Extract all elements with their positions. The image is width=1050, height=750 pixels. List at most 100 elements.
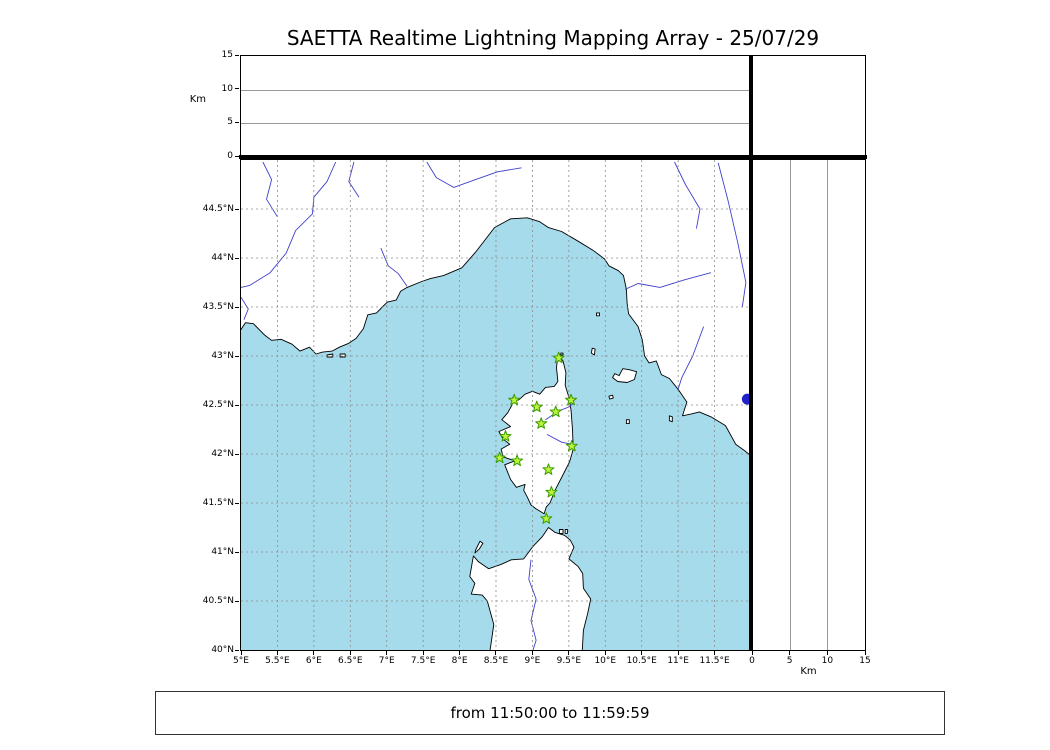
island-giraglia [560, 352, 564, 356]
station-marker [542, 463, 555, 475]
lon-tick-label: 5.5°E [265, 656, 290, 666]
station-marker [535, 417, 548, 429]
lon-tick-mark [677, 651, 679, 655]
lat-tick-label: 40.5°N [202, 596, 234, 606]
station-marker [552, 351, 565, 364]
island-elba [612, 368, 638, 383]
station-marker [530, 400, 543, 413]
island-caprera [564, 529, 568, 534]
map-panel [240, 159, 752, 651]
altitude-latitude-panel [751, 159, 866, 651]
station-marker [565, 439, 578, 452]
lon-tick-label: 10°E [594, 656, 617, 666]
lat-tick-label: 41.5°N [202, 498, 234, 508]
lat-tick-mark [235, 453, 239, 455]
island-capraia [590, 347, 596, 356]
lat-tick-mark [235, 551, 239, 553]
figure-title: SAETTA Realtime Lightning Mapping Array … [286, 26, 820, 50]
lat-tick-label: 44.5°N [202, 204, 234, 214]
map [241, 160, 751, 650]
altitude-tick-mark [789, 651, 791, 655]
altitude-tick-label: 0 [227, 151, 233, 161]
corner-panel [751, 55, 866, 158]
altitude-tick-label: 5 [786, 656, 793, 666]
station-marker [540, 512, 553, 524]
river [545, 403, 573, 421]
altitude-tick-label: 5 [227, 117, 233, 128]
station-marker [499, 430, 512, 442]
lon-tick-label: 9°E [524, 656, 541, 666]
lon-tick-mark [240, 651, 242, 655]
altitude-gridline [241, 89, 751, 91]
lat-tick-label: 44°N [211, 253, 234, 263]
time-range-box: from 11:50:00 to 11:59:59 [155, 691, 945, 735]
lat-tick-label: 42.5°N [202, 400, 234, 410]
coastline-mainland [241, 160, 751, 457]
station-marker [545, 485, 558, 498]
lat-tick-mark [235, 257, 239, 259]
time-range-label: from 11:50:00 to 11:59:59 [450, 704, 650, 722]
station-marker [493, 451, 506, 464]
river [380, 248, 408, 287]
lon-tick-label: 11°E [667, 656, 689, 666]
lon-tick-mark [313, 651, 315, 655]
lat-tick-mark [235, 355, 239, 357]
river [262, 161, 278, 218]
island-port-cros [339, 353, 346, 358]
lat-tick-label: 41°N [211, 547, 234, 557]
lat-tick-label: 43°N [211, 351, 234, 361]
lat-tick-label: 42°N [211, 449, 234, 459]
altitude-tick-label: 15 [859, 656, 871, 666]
island-asinara [474, 540, 484, 554]
lon-tick-mark [604, 651, 606, 655]
altitude-tick-mark [751, 651, 753, 655]
right-panel-axis-label: Km [800, 666, 817, 677]
lat-tick-mark [235, 649, 239, 651]
altitude-tick-mark [826, 651, 828, 655]
river [241, 161, 337, 288]
river [546, 434, 572, 445]
river [624, 272, 712, 290]
top-panel-axis-label: Km [189, 94, 206, 105]
altitude-gridline [789, 160, 791, 650]
island-montecristo [625, 419, 630, 425]
lon-tick-mark [349, 651, 351, 655]
lon-tick-mark [568, 651, 570, 655]
shared-axis-horizontal [239, 155, 867, 159]
lat-tick-mark [235, 208, 239, 210]
station-marker [565, 393, 578, 406]
island-maddalena [558, 529, 564, 534]
altitude-tick-label: 10 [821, 656, 834, 666]
altitude-tick-mark [235, 88, 239, 90]
altitude-tick-label: 0 [749, 656, 755, 666]
lon-tick-mark [386, 651, 388, 655]
river [677, 326, 705, 390]
lon-tick-label: 6.5°E [338, 656, 363, 666]
lon-tick-label: 10.5°E [626, 656, 657, 666]
lon-tick-mark [422, 651, 424, 655]
river [348, 161, 360, 198]
station-marker [508, 393, 521, 406]
river [241, 296, 249, 320]
lon-tick-mark [641, 651, 643, 655]
island-giglio [668, 415, 673, 423]
lat-tick-mark [235, 600, 239, 602]
lon-tick-label: 8.5°E [483, 656, 509, 666]
altitude-tick-label: 10 [221, 83, 233, 94]
altitude-tick-mark [864, 651, 866, 655]
altitude-tick-mark [235, 54, 239, 56]
river [426, 161, 522, 188]
shared-axis-vertical [749, 55, 753, 651]
lon-tick-label: 5°E [233, 656, 249, 666]
lat-tick-mark [235, 404, 239, 406]
lon-tick-label: 9.5°E [556, 656, 582, 666]
island-porquerolles [326, 353, 334, 358]
altitude-tick-label: 15 [221, 50, 233, 60]
lat-tick-label: 40°N [211, 645, 234, 655]
station-marker [549, 405, 562, 418]
lat-tick-mark [235, 502, 239, 504]
lake-bolsena [741, 393, 751, 405]
river [674, 161, 701, 229]
station-marker [511, 454, 524, 467]
